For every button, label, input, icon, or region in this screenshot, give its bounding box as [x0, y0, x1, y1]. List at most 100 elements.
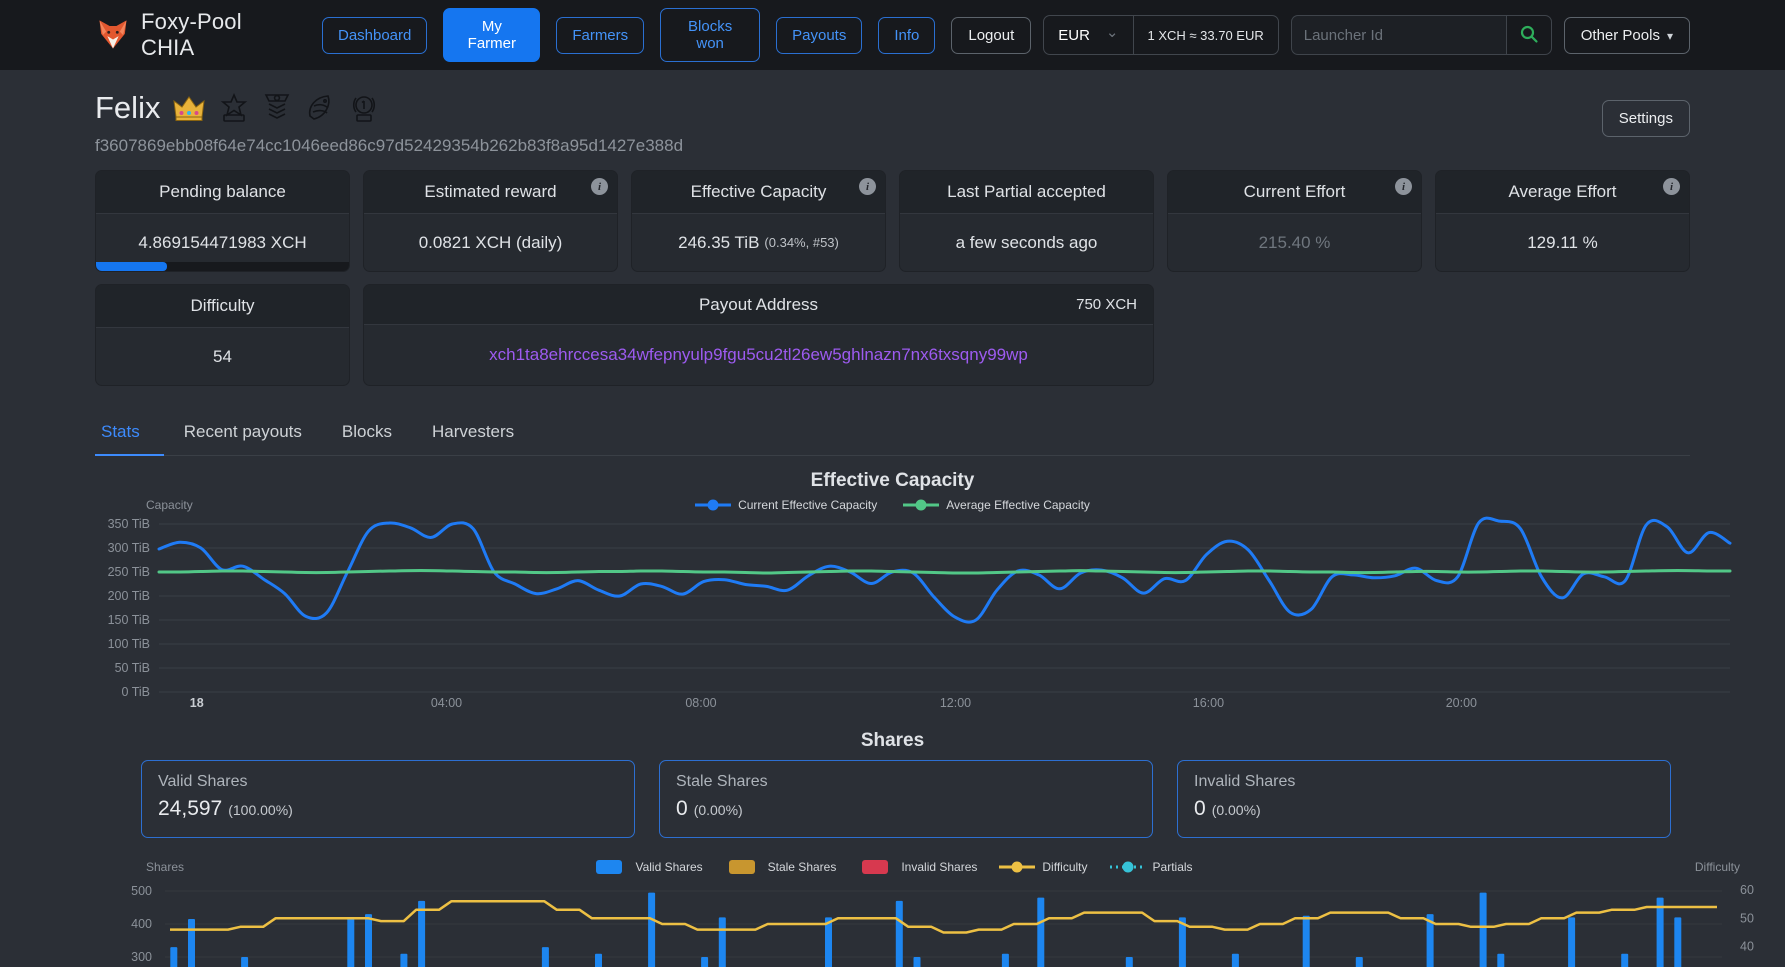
info-icon[interactable] — [1395, 178, 1412, 195]
svg-text:350 TiB: 350 TiB — [108, 517, 150, 531]
legend-item[interactable]: Average Effective Capacity — [903, 496, 1090, 514]
pending-balance-value: 4.869154471983 XCH — [138, 232, 307, 252]
difficulty-value: 54 — [213, 346, 232, 366]
payout-threshold-badge: 750 XCH — [1076, 296, 1137, 313]
estimated-reward-value: 0.0821 XCH (daily) — [418, 232, 563, 252]
legend-item[interactable]: Invalid Shares — [858, 858, 977, 876]
card-title: Average Effort — [1508, 182, 1617, 201]
legend-item[interactable]: Stale Shares — [725, 858, 836, 876]
launcher-id-input[interactable] — [1290, 15, 1506, 55]
shares-section-title: Shares — [860, 730, 925, 751]
nav-dashboard-button[interactable]: Dashboard — [321, 16, 428, 54]
info-icon[interactable] — [1663, 178, 1680, 195]
legend-label: Difficulty — [1042, 860, 1088, 874]
first-year-badge-icon — [348, 92, 380, 124]
svg-text:12:00: 12:00 — [940, 696, 971, 710]
fox-logo-icon — [95, 17, 131, 53]
effective-capacity-chart: 350 TiB 300 TiB 250 TiB 200 TiB 150 TiB 100 T… — [108, 516, 1732, 710]
stat-cards-row-1: Pending balance 4.869154471983 XCH Estim… — [95, 170, 1690, 272]
svg-text:50 TiB: 50 TiB — [115, 661, 150, 675]
average-effort-card: Average Effort 129.11 % — [1435, 170, 1690, 272]
svg-text:100 TiB: 100 TiB — [108, 637, 150, 651]
stale-shares-pct: (0.00%) — [693, 802, 743, 818]
navbar: Foxy-Pool CHIA Dashboard My Farmer Farme… — [0, 0, 1785, 70]
svg-text:300 TiB: 300 TiB — [108, 541, 150, 555]
payout-address-link[interactable]: xch1ta8ehrccesa34wfepnyulp9fgu5cu2tl26ew… — [489, 345, 1028, 364]
top-100-badge-icon — [218, 92, 250, 124]
legend-item[interactable]: Current Effective Capacity — [695, 496, 877, 514]
last-partial-card: Last Partial accepted a few seconds ago — [899, 170, 1154, 272]
search-button[interactable] — [1505, 15, 1552, 55]
other-pools-dropdown[interactable]: Other Pools — [1563, 16, 1690, 54]
tab-recent-payouts[interactable]: Recent payouts — [183, 422, 302, 441]
nav-blocks-won-button[interactable]: Blocks won — [660, 8, 761, 62]
legend-label: Valid Shares — [635, 860, 703, 874]
pending-balance-progress — [96, 262, 349, 271]
farmer-name-row: Felix — [95, 90, 1690, 137]
currency-select[interactable]: EUR — [1044, 16, 1132, 54]
logout-button[interactable]: Logout — [951, 16, 1032, 54]
brand[interactable]: Foxy-Pool CHIA — [95, 9, 280, 61]
svg-text:04:00: 04:00 — [431, 696, 462, 710]
invalid-shares-pct: (0.00%) — [1211, 802, 1261, 818]
card-title: Valid Shares — [158, 773, 248, 790]
info-icon[interactable] — [591, 178, 608, 195]
capacity-chart-legend: Capacity Current Effective Capacity Avera… — [0, 496, 1785, 514]
card-title: Invalid Shares — [1194, 773, 1296, 790]
crown-badge-icon — [172, 93, 206, 123]
legend-item[interactable]: Valid Shares — [592, 858, 703, 876]
info-icon[interactable] — [859, 178, 876, 195]
svg-text:16:00: 16:00 — [1193, 696, 1224, 710]
card-title: Estimated reward — [424, 182, 557, 201]
current-effort-card: Current Effort 215.40 % — [1167, 170, 1422, 272]
tab-harvesters[interactable]: Harvesters — [431, 422, 515, 441]
launcher-search-group — [1290, 15, 1552, 55]
nav-payouts-button[interactable]: Payouts — [776, 16, 863, 54]
card-value-wrap: 4.869154471983 XCH — [96, 214, 349, 271]
difficulty-card: Difficulty 54 — [95, 284, 350, 386]
legend-label: Invalid Shares — [901, 860, 978, 874]
valid-shares-card: Valid Shares 24,597 (100.00%) — [141, 760, 635, 838]
navbar-right: Logout EUR 1 XCH ≈ 33.70 EUR — [951, 15, 1690, 55]
card-title: Payout Address — [698, 294, 819, 314]
payout-address-card: Payout Address 750 XCH xch1ta8ehrccesa34… — [363, 284, 1154, 386]
svg-text:18: 18 — [190, 696, 204, 710]
pending-balance-card: Pending balance 4.869154471983 XCH — [95, 170, 350, 272]
launcher-id-hash: f3607869ebb08f64e74cc1046eed86c97d524293… — [95, 136, 684, 155]
nav-my-farmer-button[interactable]: My Farmer — [443, 8, 541, 62]
estimated-reward-card: Estimated reward 0.0821 XCH (daily) — [363, 170, 618, 272]
svg-text:20:00: 20:00 — [1446, 696, 1477, 710]
currency-selected-value: EUR — [1058, 26, 1090, 44]
effective-capacity-value: 246.35 TiB — [678, 232, 760, 252]
fish-badge-icon — [304, 92, 336, 124]
nav-farmers-button[interactable]: Farmers — [556, 16, 645, 54]
card-title: Current Effort — [1243, 182, 1346, 201]
svg-text:50: 50 — [1740, 911, 1754, 925]
average-effort-value: 129.11 % — [1527, 232, 1598, 252]
brand-title: Foxy-Pool CHIA — [141, 9, 242, 60]
tab-blocks[interactable]: Blocks — [341, 422, 392, 441]
legend-item[interactable]: Difficulty — [999, 858, 1088, 876]
legend-item[interactable]: Partials — [1109, 858, 1193, 876]
farmer-name: Felix — [95, 90, 161, 125]
settings-button[interactable]: Settings — [1601, 100, 1690, 137]
card-title: Last Partial accepted — [900, 171, 1153, 214]
valid-shares-pct: (100.00%) — [228, 802, 293, 818]
last-partial-value: a few seconds ago — [955, 232, 1098, 252]
nav-info-button[interactable]: Info — [878, 16, 936, 54]
capacity-chart-title: Effective Capacity — [810, 470, 975, 491]
legend-label: Partials — [1152, 860, 1193, 874]
tab-stats[interactable]: Stats — [95, 412, 164, 456]
card-title: Pending balance — [96, 171, 349, 214]
stale-shares-value: 0 — [676, 797, 688, 820]
rank-shield-badge-icon — [262, 92, 292, 124]
stale-shares-card: Stale Shares 0 (0.00%) — [659, 760, 1153, 838]
effective-capacity-card: Effective Capacity 246.35 TiB (0.34%, #5… — [631, 170, 886, 272]
svg-text:250 TiB: 250 TiB — [108, 565, 150, 579]
currency-group: EUR 1 XCH ≈ 33.70 EUR — [1043, 15, 1279, 55]
shares-chart-legend: Shares Valid Shares Stale Shares Invalid S… — [0, 858, 1785, 876]
svg-text:08:00: 08:00 — [685, 696, 716, 710]
capacity-axis-label: Capacity — [146, 498, 193, 512]
card-title: Stale Shares — [676, 773, 768, 790]
